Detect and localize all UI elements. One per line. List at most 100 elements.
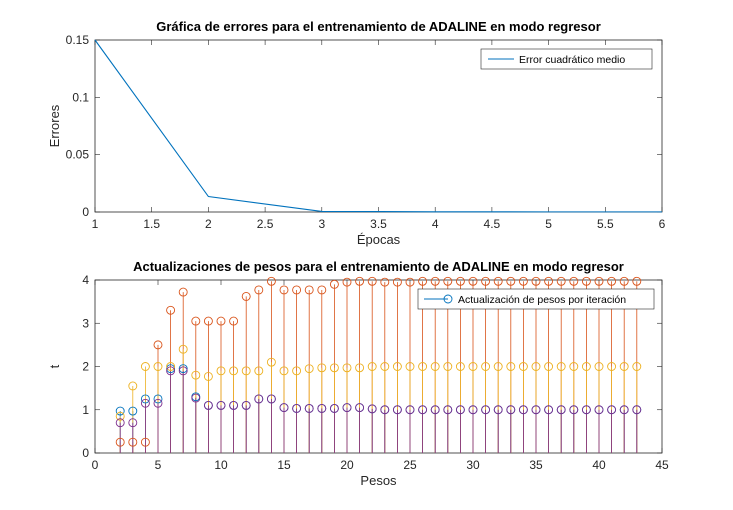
stem-marker [392, 362, 402, 371]
stem-marker [216, 400, 226, 410]
legend-marker-icon [443, 294, 453, 304]
stem-marker [266, 357, 276, 367]
stem-marker [569, 405, 579, 415]
stem-marker [632, 362, 642, 371]
y-tick-label: 0 [82, 205, 89, 219]
x-axis-label: Épocas [357, 232, 401, 247]
stem-marker [581, 405, 591, 415]
stem-marker [506, 405, 516, 415]
stem-marker [430, 405, 440, 415]
errors-plot: 1 1.5 2 2.5 3 3.5 4 4.5 5 5.5 6 0 0.05 0.1 0.15 Gráfica… [47, 19, 666, 247]
x-tick-label: 5.5 [597, 217, 614, 231]
stem-marker [607, 405, 617, 415]
stem-marker [594, 405, 604, 415]
stem-marker [531, 405, 541, 415]
stem-marker [153, 394, 163, 404]
stem-marker [531, 362, 541, 371]
y-tick-label: 1 [82, 403, 89, 417]
stem-marker [367, 362, 377, 371]
stem-marker [607, 362, 617, 371]
stem-marker [241, 291, 251, 301]
stem-marker [254, 285, 264, 295]
stem-marker [518, 276, 528, 286]
stem-marker [619, 276, 629, 286]
stem-marker [153, 340, 163, 350]
stem-marker [279, 285, 289, 295]
stem-marker [317, 363, 327, 373]
x-tick-label: 25 [403, 458, 417, 472]
y-tick-label: 3 [82, 316, 89, 330]
stem-marker [178, 366, 188, 376]
stem-marker [317, 404, 327, 413]
stem-marker [556, 362, 566, 371]
stem-marker [443, 405, 453, 415]
legend-entry: Actualización de pesos por iteración [458, 294, 626, 306]
stem-marker [481, 362, 491, 371]
stem-marker [279, 403, 289, 413]
stem-marker [178, 364, 188, 374]
stem-marker [468, 362, 478, 371]
stem-marker [556, 276, 566, 286]
stem-marker [191, 370, 201, 380]
x-tick-label: 2.5 [257, 217, 274, 231]
stem-marker [166, 305, 176, 315]
stem-marker [292, 404, 302, 413]
stem-marker [329, 404, 339, 413]
stem-marker [266, 276, 276, 286]
stem-marker [493, 405, 503, 415]
stem-marker [594, 362, 604, 371]
stem-marker [518, 362, 528, 371]
x-tick-label: 30 [466, 458, 480, 472]
x-tick-label: 3 [318, 217, 325, 231]
stem-marker [481, 276, 491, 286]
stem-marker [342, 277, 352, 287]
x-tick-label: 0 [92, 458, 99, 472]
x-tick-label: 20 [340, 458, 354, 472]
stem-marker [166, 364, 176, 374]
x-tick-label: 1.5 [143, 217, 160, 231]
x-tick-label: 15 [277, 458, 291, 472]
stem-marker [229, 316, 239, 326]
stem-marker [115, 437, 125, 447]
stem-marker [153, 398, 163, 408]
stem-marker [166, 366, 176, 376]
stem-marker [380, 277, 390, 287]
stem-marker [430, 276, 440, 286]
stem-marker [607, 276, 617, 286]
stem-marker [216, 316, 226, 326]
x-tick-label: 5 [155, 458, 162, 472]
y-tick-label: 2 [82, 360, 89, 374]
stem-marker [594, 276, 604, 286]
stem-marker [430, 362, 440, 371]
x-tick-label: 10 [214, 458, 228, 472]
stem-marker [140, 437, 150, 447]
stem-marker [619, 405, 629, 415]
stem-marker [405, 277, 415, 287]
stem-marker [418, 405, 428, 415]
stem-marker [405, 405, 415, 415]
x-tick-label: 5 [545, 217, 552, 231]
stem-marker [367, 404, 377, 414]
stem-marker [518, 405, 528, 415]
stem-marker [455, 276, 465, 286]
y-tick-label: 0.15 [66, 33, 90, 47]
stem-marker [380, 405, 390, 415]
chart-title: Gráfica de errores para el entrenamiento… [156, 19, 601, 34]
stem-marker [569, 276, 579, 286]
stem-marker [115, 411, 125, 421]
stem-marker [216, 366, 226, 376]
stem-marker [191, 393, 201, 403]
legend-box [480, 48, 653, 70]
y-tick-label: 0 [82, 446, 89, 460]
x-tick-label: 45 [655, 458, 669, 472]
stem-marker [418, 276, 428, 286]
y-tick-label: 0.05 [66, 148, 90, 162]
stem-marker [266, 394, 276, 404]
stem-marker [581, 362, 591, 371]
stem-marker [304, 404, 314, 413]
stem-marker [468, 405, 478, 415]
stem-marker [468, 276, 478, 286]
stem-marker [203, 400, 213, 410]
x-axis-label: Pesos [360, 473, 397, 488]
